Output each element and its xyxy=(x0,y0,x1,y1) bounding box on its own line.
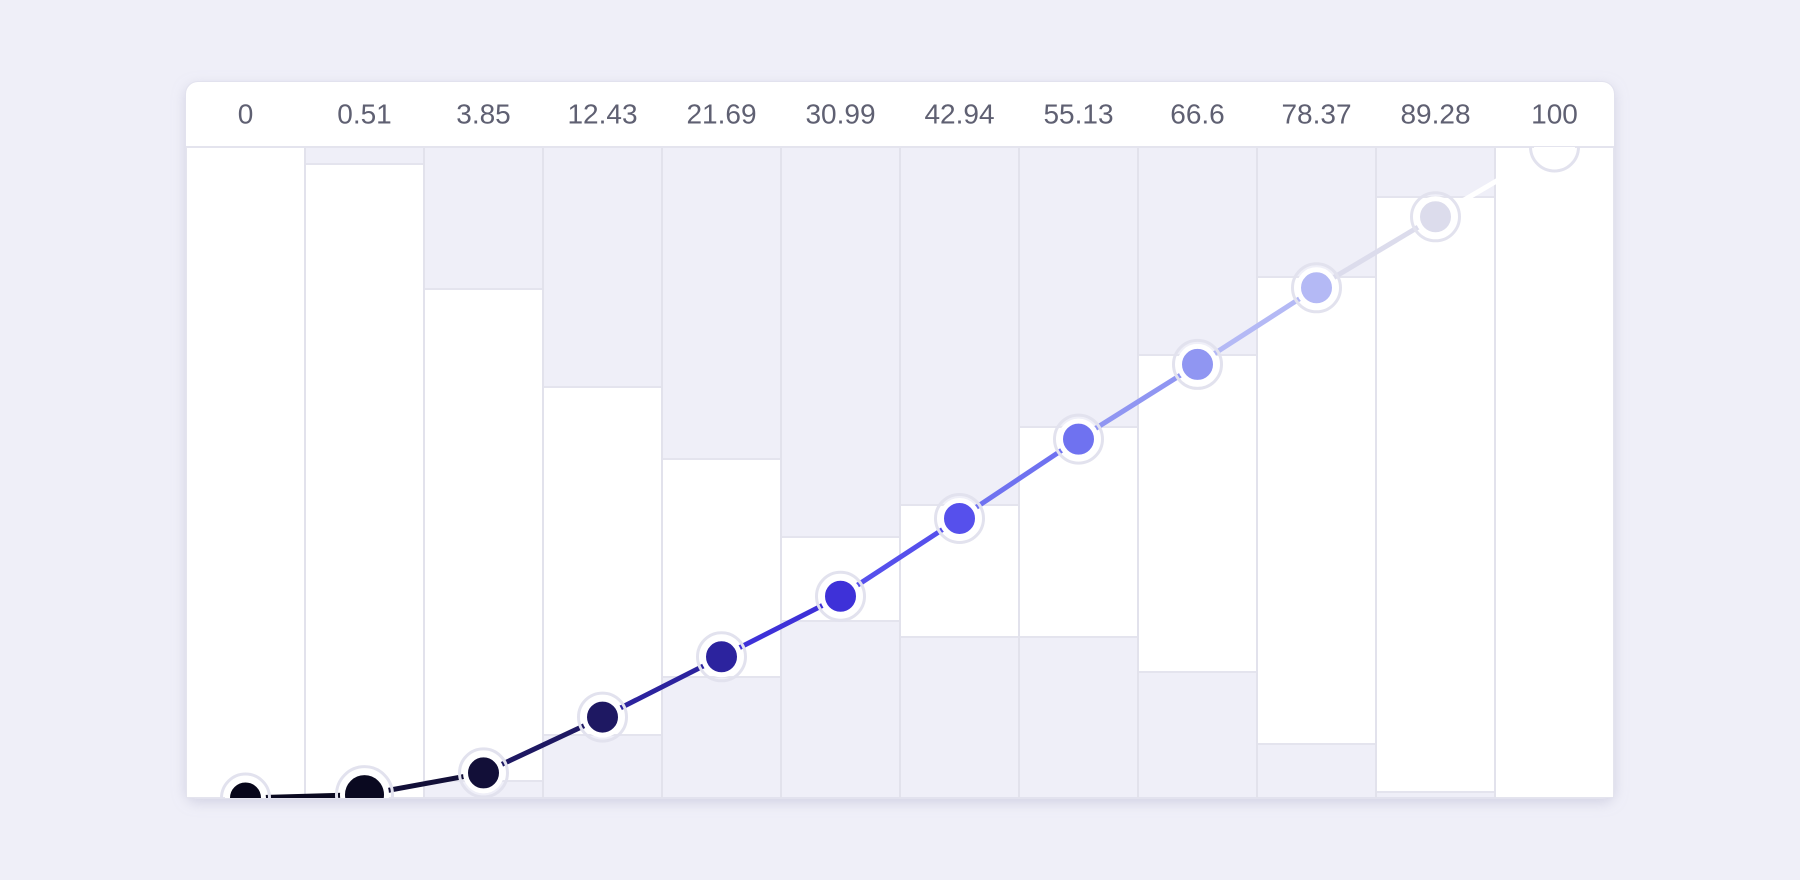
column-panel xyxy=(1256,276,1377,745)
point-ring xyxy=(1291,262,1342,314)
point xyxy=(1296,267,1337,309)
point xyxy=(1058,418,1099,460)
point-ring xyxy=(577,691,628,743)
header-base xyxy=(186,120,1614,147)
point-ring xyxy=(1410,191,1461,243)
plot xyxy=(186,147,1614,798)
stop-label: 100 xyxy=(1531,98,1578,129)
stop-label: 42.94 xyxy=(924,98,994,129)
stop-label: 89.28 xyxy=(1400,98,1470,129)
point xyxy=(1534,147,1575,168)
point-ring xyxy=(335,765,394,798)
stop-label: 30.99 xyxy=(805,98,875,129)
header-labels: 0 0.51 3.85 12.43 21.69 30.99 42.94 55.13 66.6 78… xyxy=(238,98,1578,129)
point-ring xyxy=(934,492,985,544)
stop-label: 0.51 xyxy=(337,98,392,129)
point xyxy=(939,497,980,539)
column-panel xyxy=(304,163,425,798)
stop-label: 66.6 xyxy=(1170,98,1225,129)
curve-segment xyxy=(601,654,723,720)
point xyxy=(1415,196,1456,238)
point xyxy=(463,752,504,794)
column-panel xyxy=(186,147,306,798)
point-ring xyxy=(815,570,866,622)
curve-segment xyxy=(482,714,604,776)
stop-label: 0 xyxy=(238,98,254,129)
point xyxy=(340,770,389,798)
column-panel xyxy=(542,386,663,736)
column-panel xyxy=(1494,147,1614,798)
point xyxy=(582,696,623,738)
point-ring xyxy=(220,772,271,798)
curve xyxy=(220,147,1580,798)
point xyxy=(1177,343,1218,385)
point-ring xyxy=(1172,338,1223,390)
column-panel xyxy=(423,288,544,782)
column-panel xyxy=(1137,354,1258,673)
stop-label: 12.43 xyxy=(567,98,637,129)
stop-label: 78.37 xyxy=(1281,98,1351,129)
point-ring xyxy=(1529,147,1580,173)
point-ring xyxy=(696,631,747,683)
point-ring xyxy=(1053,413,1104,465)
column-panel xyxy=(1375,196,1496,793)
curve-segment xyxy=(720,594,842,660)
stop-label: 3.85 xyxy=(456,98,511,129)
point-ring xyxy=(458,747,509,798)
stop-label: 21.69 xyxy=(686,98,756,129)
point xyxy=(701,636,742,678)
point xyxy=(820,575,861,617)
stop-label: 55.13 xyxy=(1043,98,1113,129)
point xyxy=(225,777,266,798)
